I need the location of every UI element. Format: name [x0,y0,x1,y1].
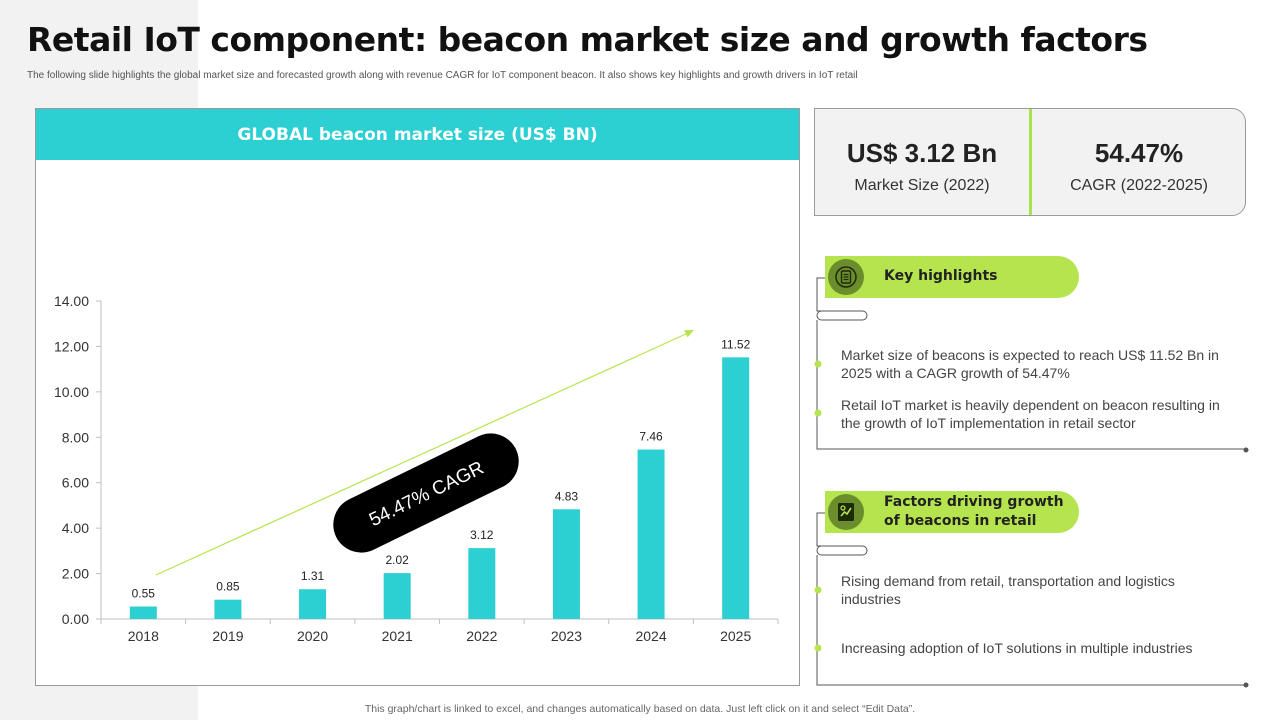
x-tick-label: 2020 [297,628,328,644]
x-tick-label: 2019 [212,628,243,644]
trend-arrow-line [155,332,689,576]
x-tick-label: 2018 [128,628,159,644]
bar [214,599,242,619]
chart-header: GLOBAL beacon market size (US$ BN) [36,109,799,160]
data-label: 3.12 [470,528,494,542]
kpi-cagr-label: CAGR (2022-2025) [1070,177,1208,194]
key-highlights-title: Key highlights [884,268,998,284]
chart-panel: GLOBAL beacon market size (US$ BN) 0.00 2… [35,108,800,686]
bar [468,548,496,619]
data-label: 0.85 [216,580,240,594]
y-tick-label: 2.00 [62,566,89,582]
factor-bullet-2: Increasing adoption of IoT solutions in … [841,640,1193,656]
bar [299,589,327,619]
data-label: 7.46 [639,430,663,444]
growth-factors-header: Factors driving growth of beacons in ret… [825,491,1079,533]
y-tick-label: 8.00 [62,429,89,445]
kpi-cagr-value: 54.47% [1094,138,1184,168]
bar [383,573,411,619]
y-tick-label: 14.00 [54,293,89,309]
highlight-bullet-2: Retail IoT market is heavily dependent o… [841,397,1220,431]
y-tick-label: 6.00 [62,475,89,491]
trend-arrow-head [684,330,694,338]
kpi-market-size: US$ 3.12 Bn Market Size (2022) [815,109,1029,215]
page-title: Retail IoT component: beacon market size… [27,20,1148,59]
data-label: 4.83 [555,489,579,503]
bar [552,509,580,619]
document-list-icon [828,259,864,295]
y-tick-label: 12.00 [54,338,89,354]
kpi-cagr: 54.47% CAGR (2022-2025) [1032,109,1246,215]
x-tick-label: 2024 [635,628,666,644]
x-tick-label: 2021 [382,628,413,644]
footer-note: This graph/chart is linked to excel, and… [364,703,916,715]
growth-chart-icon [828,494,864,530]
x-tick-label: 2025 [720,628,751,644]
bar-chart: 0.00 2.00 4.00 6.00 8.00 10.00 12.00 14.00 0.55 2… [54,293,779,644]
y-tick-label: 0.00 [62,611,89,627]
y-tick-label: 4.00 [62,520,89,536]
data-label: 11.52 [721,337,750,351]
page-subtitle: The following slide highlights the globa… [27,70,858,81]
kpi-market-size-value: US$ 3.12 Bn [846,138,998,168]
growth-factors-title-line2: of beacons in retail [884,513,1037,529]
key-highlights-header: Key highlights [825,256,1079,298]
kpi-divider [1029,109,1032,215]
data-label: 2.02 [386,553,410,567]
cagr-badge-bg [333,433,519,553]
highlight-bullet-1: Market size of beacons is expected to re… [841,347,1219,381]
bar [722,357,750,619]
kpi-market-size-label: Market Size (2022) [854,177,990,194]
x-tick-label: 2023 [551,628,582,644]
data-label: 0.55 [132,587,156,601]
growth-factors-title: Factors driving growth of beacons in ret… [884,493,1064,531]
kpi-box: US$ 3.12 Bn Market Size (2022) 54.47% CA… [814,108,1246,216]
y-tick-label: 10.00 [54,384,89,400]
factor-bullet-1: Rising demand from retail, transportatio… [841,573,1175,607]
bar [637,449,665,619]
data-label: 1.31 [301,569,325,583]
x-tick-label: 2022 [466,628,497,644]
growth-factors-title-line1: Factors driving growth [884,494,1064,510]
bar [129,606,157,619]
